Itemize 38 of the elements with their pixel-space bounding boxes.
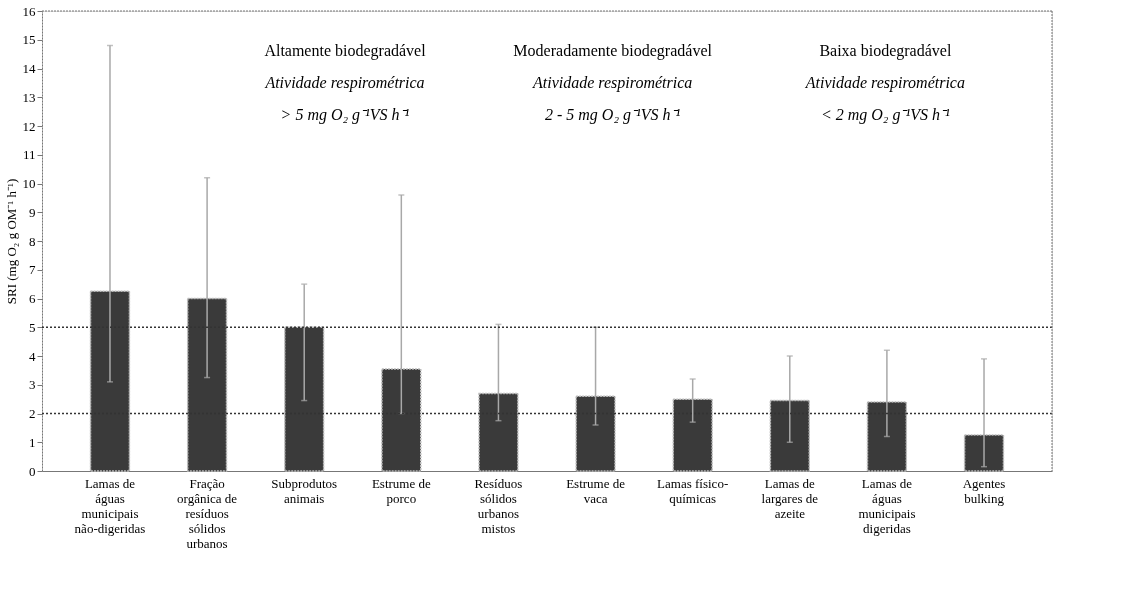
annotation: Baixa biodegradável — [819, 42, 952, 60]
x-tick-label: Lamas de largares de azeite — [761, 475, 819, 521]
x-tick-label: Fração orgânica de resíduos sólidos urbanos — [177, 475, 238, 551]
y-tick-label: 8 — [29, 233, 36, 249]
y-tick-label: 4 — [29, 348, 36, 364]
x-tick-label: Resíduos sólidos urbanos mistos — [474, 475, 523, 536]
y-tick-label: 0 — [29, 463, 36, 479]
bar — [963, 434, 1005, 472]
annotation: Atividade respirométrica — [264, 74, 425, 92]
y-tick-label: 1 — [29, 434, 36, 450]
annotation: > 5 mg O₂ g⁻¹VS h⁻¹ — [280, 106, 410, 124]
y-tick-label: 12 — [22, 118, 36, 134]
x-tick-label: Lamas de águas municipais não-digeridas — [74, 475, 146, 536]
annotation: Altamente biodegradável — [264, 42, 427, 60]
annotation: 2 - 5 mg O₂ g⁻¹VS h⁻¹ — [544, 106, 681, 124]
y-tick-label: 15 — [22, 32, 36, 48]
y-tick-label: 11 — [22, 147, 36, 163]
annotation: Atividade respirométrica — [804, 74, 965, 92]
annotation: < 2 mg O₂ g⁻¹VS h⁻¹ — [820, 106, 950, 124]
y-tick-label: 3 — [29, 377, 36, 393]
y-tick-label: 5 — [29, 319, 36, 335]
y-tick-label: 2 — [29, 406, 36, 421]
y-tick-label: 13 — [22, 89, 36, 105]
y-tick-label: 7 — [29, 262, 36, 278]
x-tick-label: Estrume de porco — [371, 475, 431, 506]
annotation: Moderadamente biodegradável — [513, 42, 713, 60]
y-tick-label: 9 — [29, 204, 36, 220]
y-tick-label: 16 — [22, 3, 36, 19]
x-tick-label: Agentes bulking — [962, 475, 1006, 506]
y-tick-label: 14 — [22, 61, 36, 76]
x-tick-label: Lamas físico-químicas — [657, 475, 729, 506]
x-tick-label: Lamas de águas municipais digeridas — [858, 475, 916, 536]
y-tick-label: 10 — [22, 176, 36, 191]
annotation: Atividade respirométrica — [532, 74, 693, 92]
y-tick-label: 6 — [29, 291, 36, 306]
x-tick-label: Subprodutos animais — [271, 475, 338, 506]
x-tick-label: Estrume de vaca — [566, 475, 626, 506]
y-axis-title: SRI (mg O₂ g OM⁻¹ h⁻¹) — [3, 178, 19, 305]
